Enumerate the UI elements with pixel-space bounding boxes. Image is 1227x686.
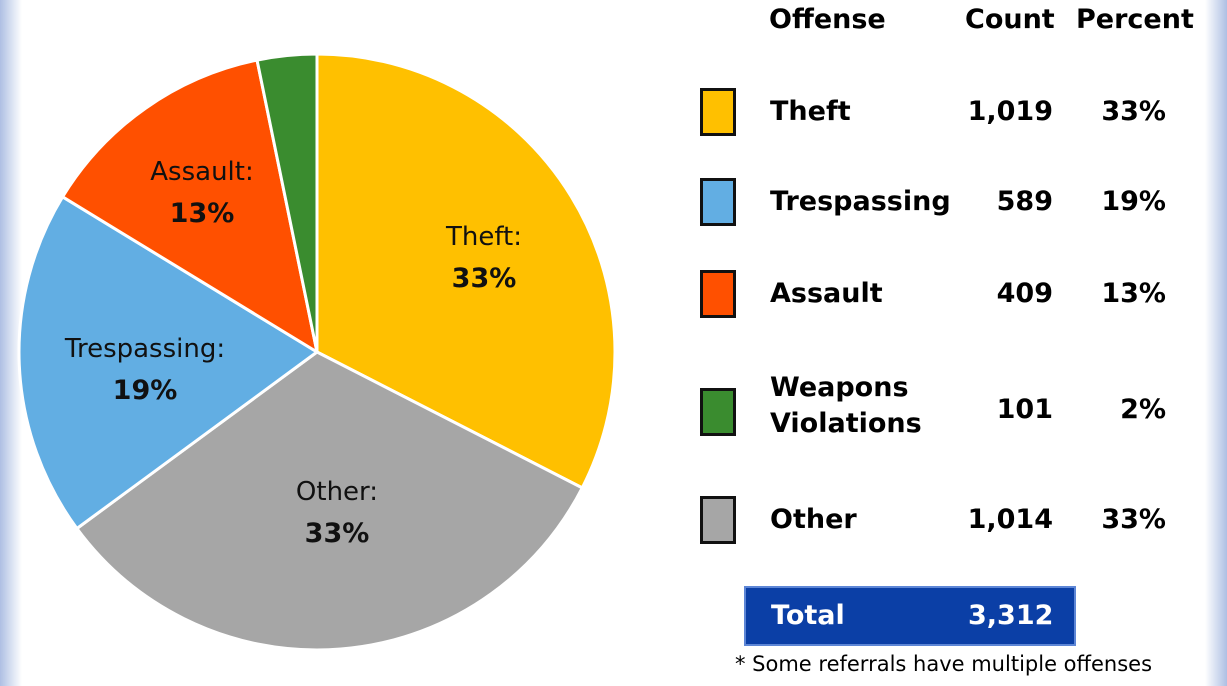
pie-label-assault: Assault: xyxy=(150,157,253,187)
pie-slice-weapons-violations xyxy=(255,52,319,354)
legend-label-other: Other xyxy=(770,502,857,538)
legend-percent-trespassing: 19% xyxy=(1101,186,1166,217)
legend-label-line: Theft xyxy=(770,96,851,127)
footnote: * Some referrals have multiple offenses xyxy=(735,652,1153,676)
legend-swatch-trespassing xyxy=(700,178,736,226)
legend-swatch-other xyxy=(700,496,736,544)
legend-label-line: Other xyxy=(770,504,857,535)
legend-swatch-assault xyxy=(700,270,736,318)
pie-percent-theft: 33% xyxy=(452,263,517,294)
pie-label-trespassing: Trespassing: xyxy=(64,334,225,364)
pie-percent-other: 33% xyxy=(305,518,370,549)
legend-count-weapons-violations: 101 xyxy=(996,394,1053,425)
legend-label-line: Violations xyxy=(770,408,922,439)
legend-percent-weapons-violations: 2% xyxy=(1120,394,1166,425)
legend-count-theft: 1,019 xyxy=(967,96,1053,127)
legend-swatch-weapons-violations xyxy=(700,388,736,436)
legend-percent-other: 33% xyxy=(1101,504,1166,535)
pie-slice-trespassing xyxy=(17,195,319,531)
pie-percent-assault: 13% xyxy=(170,198,235,229)
total-value: 3,312 xyxy=(968,600,1054,631)
header-percent: Percent xyxy=(1076,4,1194,35)
pie-slice-other xyxy=(75,350,584,652)
legend-label-line: Assault xyxy=(770,278,883,309)
legend-count-other: 1,014 xyxy=(967,504,1053,535)
legend-label-assault: Assault xyxy=(770,276,883,312)
pie-label-other: Other: xyxy=(296,477,378,507)
legend-percent-assault: 13% xyxy=(1101,278,1166,309)
legend-label-theft: Theft xyxy=(770,94,851,130)
legend-label-line: Trespassing xyxy=(770,186,951,217)
pie-percent-trespassing: 19% xyxy=(113,375,178,406)
legend-label-trespassing: Trespassing xyxy=(770,184,951,220)
total-box: Total 3,312 xyxy=(744,586,1076,646)
total-label: Total xyxy=(771,600,845,631)
legend-label-weapons-violations: Weapons Violations xyxy=(770,370,922,442)
header-offense: Offense xyxy=(769,4,886,35)
pie-slice-theft xyxy=(315,52,617,490)
pie-slice-assault xyxy=(61,58,319,354)
legend-count-trespassing: 589 xyxy=(996,186,1053,217)
legend-count-assault: 409 xyxy=(996,278,1053,309)
pie-label-theft: Theft: xyxy=(445,222,522,252)
header-count: Count xyxy=(965,4,1055,35)
legend-swatch-theft xyxy=(700,88,736,136)
legend-label-line: Weapons xyxy=(770,372,909,403)
legend-percent-theft: 33% xyxy=(1101,96,1166,127)
pie-chart: Theft: 33% Other: 33% Trespassing: 19% Assault… xyxy=(17,52,617,652)
